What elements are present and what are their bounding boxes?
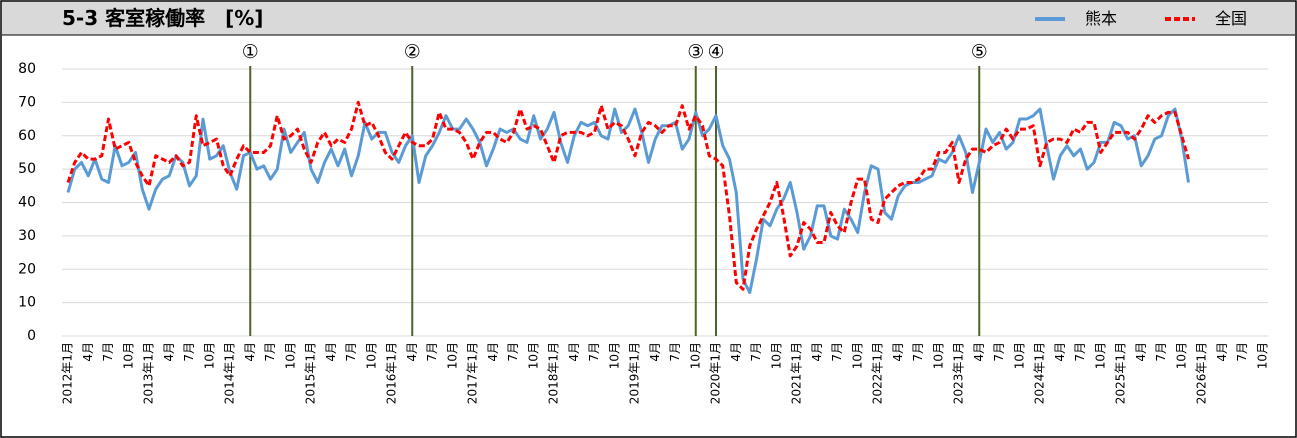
x-tick-label: 10月: [1093, 342, 1107, 369]
x-tick-label: 4月: [81, 342, 95, 362]
y-tick-label: 50: [18, 161, 36, 177]
legend: 熊本 全国: [1035, 9, 1247, 28]
x-tick-label: 7月: [749, 342, 763, 362]
x-tick-label: 4月: [567, 342, 581, 362]
x-tick-label: 10月: [1255, 342, 1269, 369]
x-tick-label: 4月: [486, 342, 500, 362]
x-tick-label: 7月: [182, 342, 196, 362]
y-tick-label: 80: [18, 61, 36, 77]
x-tick-label: 7月: [425, 342, 439, 362]
x-tick-label: 4月: [1134, 342, 1148, 362]
event-label: ④: [707, 41, 724, 63]
x-tick-label: 10月: [1012, 342, 1026, 369]
y-tick-label: 30: [18, 228, 36, 244]
x-tick-label: 7月: [830, 342, 844, 362]
x-tick-label: 4月: [648, 342, 662, 362]
x-tick-label: 7月: [1073, 342, 1087, 362]
x-tick-label: 4月: [1053, 342, 1067, 362]
x-tick-label: 2015年1月: [304, 342, 318, 404]
x-tick-label: 4月: [243, 342, 257, 362]
x-tick-label: 2022年1月: [871, 342, 885, 404]
x-tick-label: 10月: [121, 342, 135, 369]
x-tick-label: 2017年1月: [466, 342, 480, 404]
x-tick-label: 10月: [364, 342, 378, 369]
header-band: [2, 2, 1295, 35]
x-tick-label: 7月: [668, 342, 682, 362]
x-tick-label: 10月: [850, 342, 864, 369]
x-tick-label: 10月: [283, 342, 297, 369]
x-tick-label: 2019年1月: [628, 342, 642, 404]
event-label: ⑤: [971, 41, 988, 63]
x-tick-label: 7月: [101, 342, 115, 362]
x-tick-label: 2023年1月: [952, 342, 966, 404]
x-tick-label: 7月: [344, 342, 358, 362]
x-tick-label: 2025年1月: [1114, 342, 1128, 404]
x-tick-label: 7月: [1235, 342, 1249, 362]
x-tick-label: 2021年1月: [790, 342, 804, 404]
event-label: ①: [242, 41, 259, 63]
x-tick-label: 4月: [1215, 342, 1229, 362]
x-tick-label: 7月: [587, 342, 601, 362]
x-tick-label: 10月: [1174, 342, 1188, 369]
x-tick-label: 4月: [729, 342, 743, 362]
x-tick-label: 7月: [1154, 342, 1168, 362]
y-tick-label: 40: [18, 195, 36, 211]
x-tick-label: 2013年1月: [142, 342, 156, 404]
x-tick-label: 10月: [526, 342, 540, 369]
x-tick-label: 7月: [506, 342, 520, 362]
x-tick-label: 2020年1月: [709, 342, 723, 404]
y-tick-label: 70: [18, 94, 36, 110]
x-tick-label: 7月: [263, 342, 277, 362]
x-tick-label: 2012年1月: [61, 342, 75, 404]
x-tick-label: 4月: [405, 342, 419, 362]
x-tick-label: 2024年1月: [1033, 342, 1047, 404]
event-label: ③: [687, 41, 704, 63]
x-tick-label: 10月: [607, 342, 621, 369]
x-tick-label: 2018年1月: [547, 342, 561, 404]
legend-label: 全国: [1215, 9, 1247, 28]
x-tick-label: 2016年1月: [385, 342, 399, 404]
y-tick-label: 10: [18, 295, 36, 311]
x-tick-label: 10月: [202, 342, 216, 369]
x-tick-label: 4月: [810, 342, 824, 362]
legend-label: 熊本: [1085, 9, 1117, 28]
x-tick-label: 2014年1月: [223, 342, 237, 404]
x-tick-label: 4月: [972, 342, 986, 362]
y-tick-label: 20: [18, 261, 36, 277]
x-tick-label: 10月: [688, 342, 702, 369]
x-tick-label: 4月: [324, 342, 338, 362]
x-tick-label: 2026年1月: [1195, 342, 1209, 404]
x-tick-label: 10月: [445, 342, 459, 369]
x-tick-label: 4月: [891, 342, 905, 362]
x-tick-label: 7月: [992, 342, 1006, 362]
chart-title: 5-3 客室稼働率 [%]: [62, 6, 263, 30]
x-tick-label: 4月: [162, 342, 176, 362]
y-tick-label: 0: [27, 328, 36, 344]
event-label: ②: [404, 41, 421, 63]
x-tick-label: 7月: [911, 342, 925, 362]
series-line: [66, 100, 1190, 291]
x-tick-label: 10月: [931, 342, 945, 369]
y-tick-label: 60: [18, 128, 36, 144]
x-tick-label: 10月: [769, 342, 783, 369]
